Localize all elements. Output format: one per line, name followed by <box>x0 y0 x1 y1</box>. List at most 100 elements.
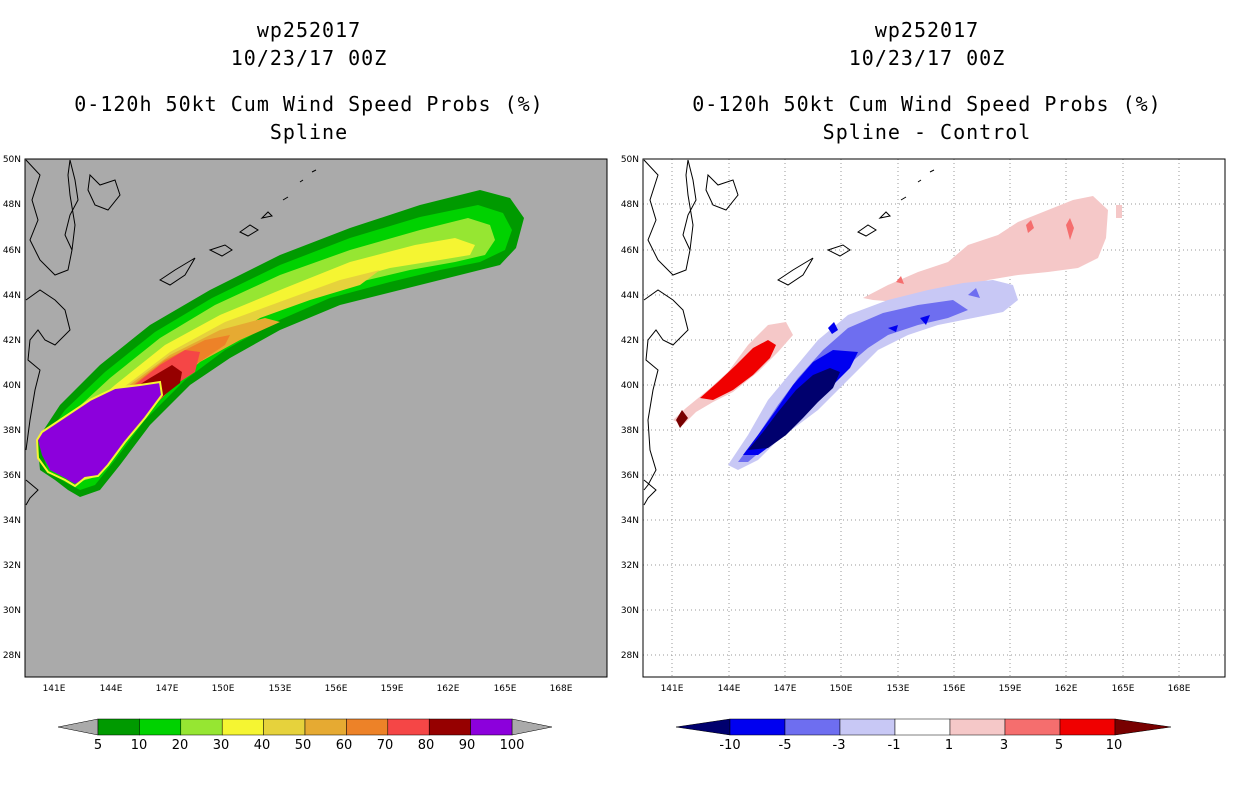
lon-label: 144E <box>100 684 123 694</box>
colorbar-label: -3 <box>833 738 846 753</box>
colorbar-label: -1 <box>888 738 901 753</box>
band-edge-ring <box>35 380 164 488</box>
positive-north-spot <box>1066 218 1074 240</box>
right-axes: 50N 48N 46N 44N 42N 40N 38N 36N 34N 32N … <box>621 155 1191 694</box>
left-title-storm-id: wp252017 <box>256 18 362 42</box>
colorbar-label: 70 <box>377 738 394 753</box>
negative-spot <box>968 288 980 298</box>
lat-label: 28N <box>3 651 21 661</box>
colorbar-label: 10 <box>1106 738 1123 753</box>
right-difference-field <box>673 196 1122 470</box>
colorbar-segment <box>304 718 347 736</box>
lon-label: 165E <box>494 684 517 694</box>
colorbar-label: 40 <box>254 738 271 753</box>
positive-north-spot <box>1026 220 1034 233</box>
lat-label: 38N <box>3 426 21 436</box>
lat-label: 50N <box>3 155 21 165</box>
lat-label: 48N <box>3 200 21 210</box>
negative-spot <box>888 325 898 332</box>
band-10 <box>40 205 512 490</box>
left-axes: 50N 48N 46N 44N 42N 40N 38N 36N 34N 32N … <box>3 155 573 694</box>
right-title-datetime: 10/23/17 00Z <box>848 46 1006 70</box>
right-title-product: 0-120h 50kt Cum Wind Speed Probs (%) <box>692 92 1162 116</box>
positive-north-band <box>863 196 1108 302</box>
right-grid <box>643 159 1225 677</box>
colorbar-low-arrow <box>57 718 99 736</box>
colorbar-segment <box>839 718 896 736</box>
negative-core <box>748 368 840 450</box>
negative-band <box>728 280 1018 470</box>
right-map: 50N 48N 46N 44N 42N 40N 38N 36N 34N 32N … <box>621 155 1226 753</box>
left-colorbar-labels: 5 10 20 30 40 50 60 70 80 90 100 <box>94 738 525 753</box>
lat-label: 34N <box>621 516 639 526</box>
lon-label: 159E <box>999 684 1022 694</box>
negative-spot <box>920 315 930 325</box>
lat-label: 30N <box>621 606 639 616</box>
lat-label: 46N <box>3 246 21 256</box>
lon-label: 141E <box>43 684 66 694</box>
lon-label: 144E <box>718 684 741 694</box>
lat-label: 36N <box>621 471 639 481</box>
colorbar-segment <box>346 718 389 736</box>
positive-coast-spot <box>676 410 688 428</box>
colorbar-low-arrow <box>675 718 731 736</box>
colorbar-label: 10 <box>131 738 148 753</box>
left-colorbar <box>57 718 553 736</box>
lon-label: 165E <box>1112 684 1135 694</box>
right-map-background <box>643 159 1225 677</box>
colorbar-segment <box>470 718 513 736</box>
lon-label: 150E <box>830 684 853 694</box>
lat-label: 50N <box>621 155 639 165</box>
colorbar-label: 5 <box>94 738 102 753</box>
colorbar-label: 3 <box>1000 738 1008 753</box>
lat-label: 34N <box>3 516 21 526</box>
positive-north-spot <box>896 276 904 284</box>
lon-label: 162E <box>1055 684 1078 694</box>
right-colorbar <box>675 718 1172 736</box>
right-title-storm-id: wp252017 <box>874 18 980 42</box>
positive-north-band <box>1116 205 1122 218</box>
right-panel: wp252017 10/23/17 00Z 0-120h 50kt Cum Wi… <box>618 0 1236 800</box>
left-panel: wp252017 10/23/17 00Z 0-120h 50kt Cum Wi… <box>3 18 608 753</box>
lat-label: 46N <box>621 246 639 256</box>
lon-label: 147E <box>774 684 797 694</box>
lat-label: 42N <box>3 336 21 346</box>
colorbar-segment <box>221 718 264 736</box>
lon-label: 150E <box>212 684 235 694</box>
colorbar-label: 60 <box>336 738 353 753</box>
colorbar-label: 90 <box>459 738 476 753</box>
lat-label: 42N <box>621 336 639 346</box>
negative-spot <box>828 322 838 334</box>
lon-label: 168E <box>1168 684 1191 694</box>
colorbar-high-arrow <box>1114 718 1172 736</box>
lon-label: 153E <box>269 684 292 694</box>
left-coastlines <box>25 159 317 506</box>
colorbar-segment <box>263 718 306 736</box>
lat-label: 28N <box>621 651 639 661</box>
lon-label: 153E <box>887 684 910 694</box>
lat-label: 44N <box>3 291 21 301</box>
colorbar-segment <box>729 718 786 736</box>
colorbar-segment <box>387 718 430 736</box>
lon-label: 168E <box>550 684 573 694</box>
colorbar-segment <box>97 718 140 736</box>
colorbar-label: 30 <box>213 738 230 753</box>
lat-label: 32N <box>3 561 21 571</box>
colorbar-segment <box>894 718 951 736</box>
lon-label: 159E <box>381 684 404 694</box>
lat-label: 44N <box>621 291 639 301</box>
colorbar-label: -10 <box>719 738 740 753</box>
left-title-product: 0-120h 50kt Cum Wind Speed Probs (%) <box>74 92 544 116</box>
lat-label: 32N <box>621 561 639 571</box>
colorbar-label: 50 <box>295 738 312 753</box>
positive-coast-band <box>700 340 776 400</box>
right-coastlines <box>643 159 935 506</box>
colorbar-label: 1 <box>945 738 953 753</box>
colorbar-label: 80 <box>418 738 435 753</box>
colorbar-segment <box>949 718 1006 736</box>
colorbar-segment <box>1004 718 1061 736</box>
colorbar-segment <box>428 718 471 736</box>
lat-label: 38N <box>621 426 639 436</box>
lat-label: 40N <box>3 381 21 391</box>
left-title-datetime: 10/23/17 00Z <box>230 46 388 70</box>
